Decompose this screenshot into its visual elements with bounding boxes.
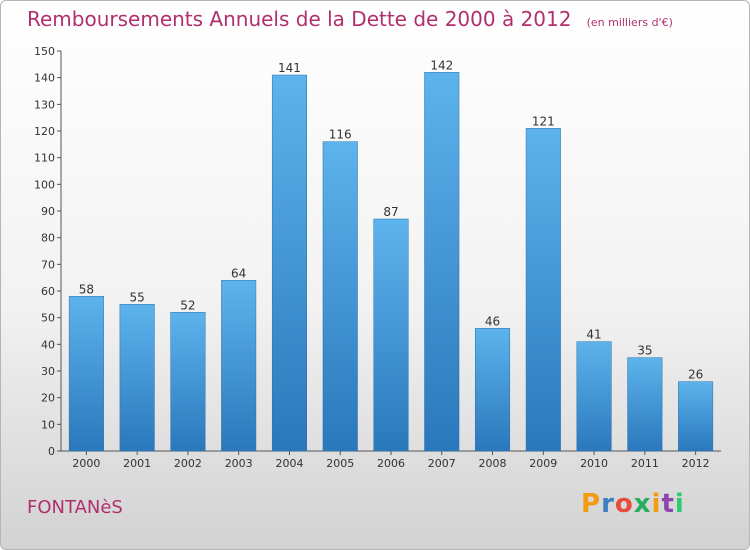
bar bbox=[525, 128, 561, 452]
x-tick-label: 2000 bbox=[72, 457, 100, 470]
data-label: 26 bbox=[688, 368, 703, 382]
bar bbox=[678, 381, 714, 452]
y-tick-label: 130 bbox=[34, 98, 55, 111]
logo-letter: t bbox=[661, 489, 675, 519]
y-tick-label: 70 bbox=[41, 258, 55, 271]
x-tick-label: 2008 bbox=[479, 457, 507, 470]
x-tick-label: 2010 bbox=[580, 457, 608, 470]
bar bbox=[271, 74, 307, 452]
x-tick-label: 2011 bbox=[631, 457, 659, 470]
y-tick-label: 140 bbox=[34, 72, 55, 85]
y-tick-label: 150 bbox=[34, 45, 55, 58]
bar bbox=[170, 312, 206, 452]
x-tick-label: 2007 bbox=[428, 457, 456, 470]
axes: 0 10 20 30 40 50 60 70 80 90 100 110 120 130 140 150 200… bbox=[34, 45, 721, 470]
y-tick-label: 40 bbox=[41, 338, 55, 351]
data-label: 52 bbox=[180, 298, 195, 312]
chart-title-text: Remboursements Annuels de la Dette de 20… bbox=[27, 7, 572, 31]
x-tick-label: 2009 bbox=[529, 457, 557, 470]
bar bbox=[627, 357, 663, 452]
data-label: 87 bbox=[383, 205, 398, 219]
bar bbox=[576, 341, 612, 452]
data-label: 64 bbox=[231, 266, 246, 280]
y-tick-label: 100 bbox=[34, 178, 55, 191]
data-label: 41 bbox=[586, 328, 601, 342]
data-label: 116 bbox=[329, 128, 352, 142]
y-tick-label: 0 bbox=[48, 445, 55, 458]
data-label: 35 bbox=[637, 344, 652, 358]
bar bbox=[68, 296, 104, 452]
x-tick-label: 2005 bbox=[326, 457, 354, 470]
bar-chart: 0 10 20 30 40 50 60 70 80 90 100 110 120 130 140 150 200… bbox=[34, 45, 721, 470]
bar bbox=[322, 141, 358, 452]
y-tick-label: 30 bbox=[41, 365, 55, 378]
data-label: 46 bbox=[485, 314, 500, 328]
logo-letter: x bbox=[633, 489, 652, 519]
y-tick-label: 80 bbox=[41, 232, 55, 245]
x-tick-label: 2002 bbox=[174, 457, 202, 470]
x-tick-label: 2012 bbox=[682, 457, 710, 470]
commune-name: FONTANèS bbox=[27, 497, 123, 518]
bar bbox=[221, 280, 257, 452]
chart-title: Remboursements Annuels de la Dette de 20… bbox=[27, 7, 673, 31]
logo-letter: r bbox=[601, 489, 615, 519]
proxiti-logo: Proxiti bbox=[581, 489, 685, 519]
y-tick-label: 20 bbox=[41, 392, 55, 405]
bar bbox=[424, 72, 460, 452]
bars: 58 55 52 64 141 116 87 142 46 121 41 35 26 bbox=[68, 58, 714, 452]
x-tick-label: 2006 bbox=[377, 457, 405, 470]
data-label: 58 bbox=[79, 282, 94, 296]
y-tick-label: 60 bbox=[41, 285, 55, 298]
logo-letter: o bbox=[614, 489, 634, 519]
bar bbox=[373, 218, 409, 452]
data-label: 121 bbox=[532, 114, 555, 128]
bar bbox=[475, 328, 511, 452]
logo-letter: P bbox=[581, 489, 602, 519]
data-label: 142 bbox=[430, 58, 453, 72]
chart-unit: (en milliers d'€) bbox=[586, 16, 673, 29]
data-label: 141 bbox=[278, 61, 301, 75]
bar bbox=[119, 304, 155, 452]
y-tick-label: 90 bbox=[41, 205, 55, 218]
logo-letter: i bbox=[651, 489, 662, 519]
x-tick-label: 2003 bbox=[225, 457, 253, 470]
x-tick-label: 2004 bbox=[275, 457, 303, 470]
y-tick-label: 120 bbox=[34, 125, 55, 138]
y-tick-label: 10 bbox=[41, 418, 55, 431]
logo-letter: i bbox=[674, 489, 685, 519]
x-tick-label: 2001 bbox=[123, 457, 151, 470]
y-tick-label: 110 bbox=[34, 152, 55, 165]
data-label: 55 bbox=[130, 290, 145, 304]
y-tick-label: 50 bbox=[41, 312, 55, 325]
